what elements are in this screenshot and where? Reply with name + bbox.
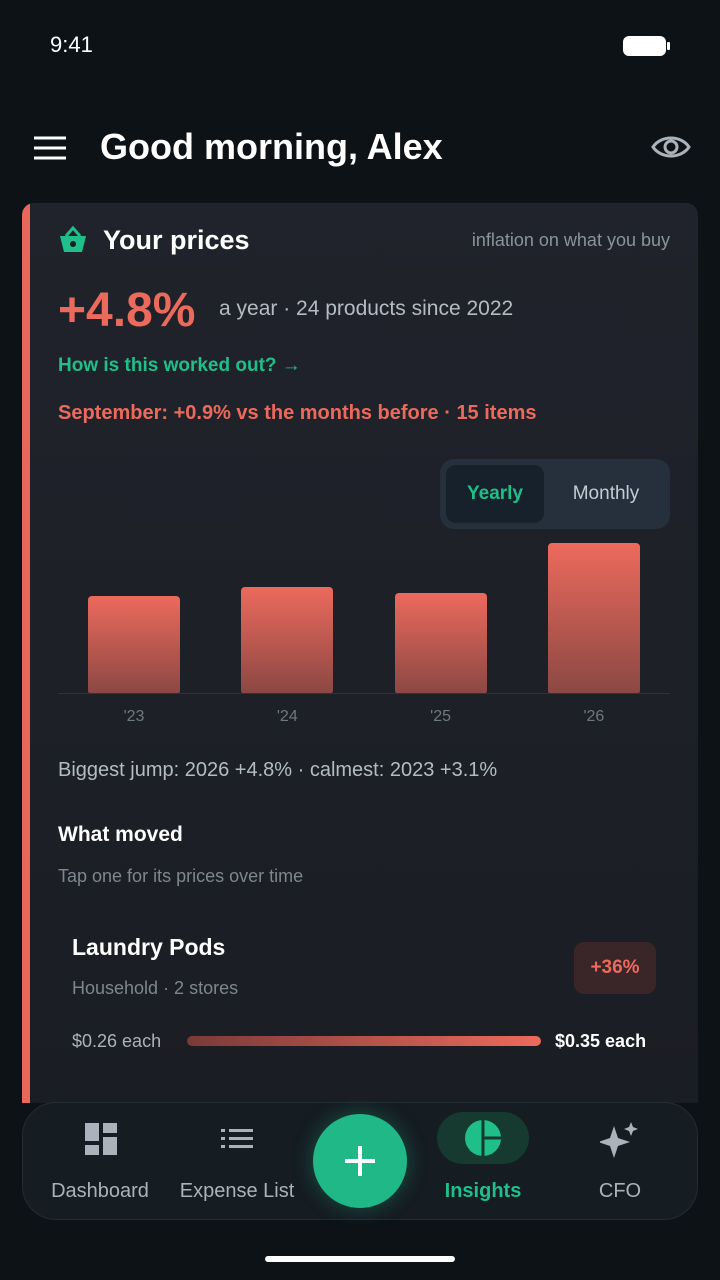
bar: [394, 593, 487, 693]
basket-icon: [60, 226, 86, 252]
item-to: $0.35 each: [555, 1031, 647, 1051]
toggle-yearly[interactable]: Yearly: [446, 465, 544, 523]
card-note: inflation on what you buy: [471, 230, 670, 250]
add-button[interactable]: [313, 1114, 407, 1208]
item-from: $0.26 each: [72, 1031, 162, 1051]
headline-note: a year · 24 products since 2022: [219, 297, 514, 320]
item-meta: Household · 2 stores: [72, 978, 239, 998]
nav-dashboard[interactable]: Dashboard: [51, 1180, 149, 1202]
section-hint: Tap one for its prices over time: [58, 866, 304, 886]
x-tick-label: '25: [430, 708, 452, 725]
baseline: [58, 693, 670, 694]
headline: +4.8%: [58, 284, 196, 337]
explain-link[interactable]: How is this worked out? →: [58, 355, 301, 376]
greeting: Good morning, Alex: [100, 126, 443, 167]
price-range-bar: [187, 1036, 541, 1046]
bar: [88, 596, 180, 693]
card-accent: [22, 203, 30, 1103]
nav-cfo[interactable]: CFO: [598, 1180, 642, 1202]
cfo-icon: [600, 1122, 638, 1158]
list-icon: [221, 1129, 253, 1148]
nav-insights[interactable]: Insights: [444, 1180, 522, 1202]
battery-icon: [623, 36, 670, 56]
summary: Biggest jump: 2026 +4.8% · calmest: 2023…: [58, 759, 498, 781]
x-tick-label: '24: [276, 708, 298, 725]
card-title: Your prices: [103, 225, 250, 255]
toggle-monthly[interactable]: Monthly: [572, 483, 640, 504]
visibility-toggle[interactable]: [651, 132, 691, 162]
item-name[interactable]: Laundry Pods: [72, 934, 226, 960]
status-time: 9:41: [50, 32, 93, 57]
bar: [241, 586, 334, 693]
alert: September: +0.9% vs the months before · …: [58, 402, 537, 424]
home-indicator: [265, 1256, 455, 1262]
x-tick-label: '26: [583, 708, 605, 725]
bar: [547, 543, 640, 693]
period-toggle: Yearly Monthly: [440, 459, 670, 529]
dashboard-icon: [85, 1123, 117, 1155]
nav-expense-list[interactable]: Expense List: [179, 1180, 295, 1202]
x-tick-label: '23: [123, 708, 145, 725]
menu-button[interactable]: [34, 136, 66, 160]
chart: '23 '24 '25 '26: [58, 530, 670, 730]
insights-pill: [437, 1112, 529, 1164]
section-title: What moved: [58, 823, 183, 846]
item-change: +36%: [574, 942, 656, 994]
